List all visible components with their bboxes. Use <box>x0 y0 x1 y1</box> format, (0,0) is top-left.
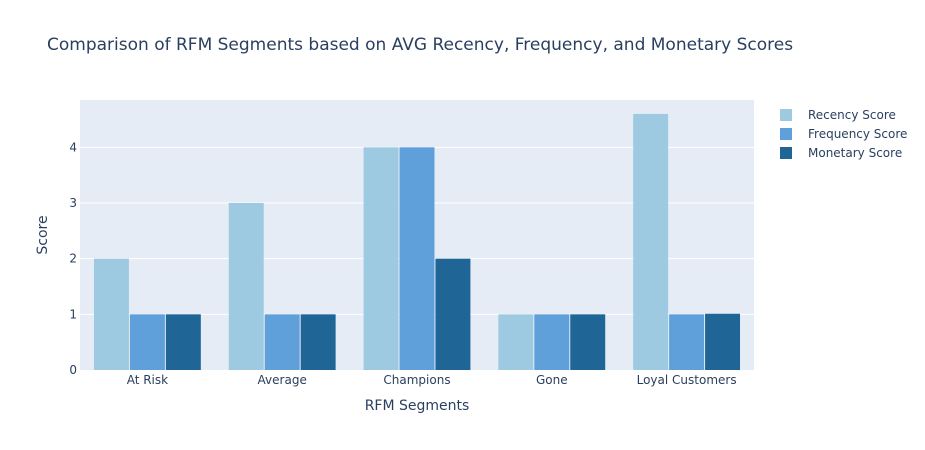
bar-recency-score-at-risk[interactable] <box>93 258 129 370</box>
bar-frequency-score-average[interactable] <box>264 314 300 370</box>
legend[interactable]: Recency Score Frequency Score Monetary Sco… <box>780 108 907 160</box>
bar-recency-score-average[interactable] <box>228 202 264 370</box>
y-tick-label: 4 <box>69 140 77 154</box>
bar-monetary-score-average[interactable] <box>300 314 336 370</box>
y-axis-label: Score <box>35 215 51 254</box>
chart-title: Comparison of RFM Segments based on AVG … <box>47 35 793 55</box>
bar-recency-score-champions[interactable] <box>363 147 399 370</box>
legend-swatch <box>780 147 792 159</box>
bar-frequency-score-loyal-customers[interactable] <box>669 314 705 370</box>
bar-recency-score-loyal-customers[interactable] <box>633 113 669 371</box>
legend-item-monetary-score[interactable]: Monetary Score <box>780 146 902 160</box>
y-axis-ticks: 0 1 2 3 4 <box>69 140 77 377</box>
legend-swatch <box>780 109 792 121</box>
x-tick-label: Gone <box>536 373 568 387</box>
bar-recency-score-gone[interactable] <box>498 314 534 370</box>
legend-swatch <box>780 128 792 140</box>
bar-monetary-score-champions[interactable] <box>435 258 471 370</box>
legend-item-frequency-score[interactable]: Frequency Score <box>780 127 907 141</box>
y-tick-label: 0 <box>69 363 77 377</box>
x-axis-ticks: At Risk Average Champions Gone Loyal Custome… <box>127 373 737 387</box>
bar-monetary-score-at-risk[interactable] <box>165 314 201 370</box>
y-tick-label: 2 <box>69 252 77 266</box>
legend-label: Frequency Score <box>808 127 907 141</box>
bar-frequency-score-champions[interactable] <box>399 147 435 370</box>
x-tick-label: Loyal Customers <box>637 373 737 387</box>
legend-item-recency-score[interactable]: Recency Score <box>780 108 896 122</box>
x-tick-label: At Risk <box>127 373 168 387</box>
bar-frequency-score-at-risk[interactable] <box>129 314 165 370</box>
x-tick-label: Average <box>258 373 307 387</box>
y-tick-label: 3 <box>69 196 77 210</box>
y-tick-label: 1 <box>69 307 77 321</box>
x-tick-label: Champions <box>383 373 450 387</box>
bar-monetary-score-gone[interactable] <box>570 314 606 370</box>
legend-label: Recency Score <box>808 108 896 122</box>
bar-frequency-score-gone[interactable] <box>534 314 570 370</box>
legend-label: Monetary Score <box>808 146 902 160</box>
bar-monetary-score-loyal-customers[interactable] <box>705 313 741 370</box>
bars <box>93 113 741 371</box>
x-axis-label: RFM Segments <box>365 398 470 414</box>
